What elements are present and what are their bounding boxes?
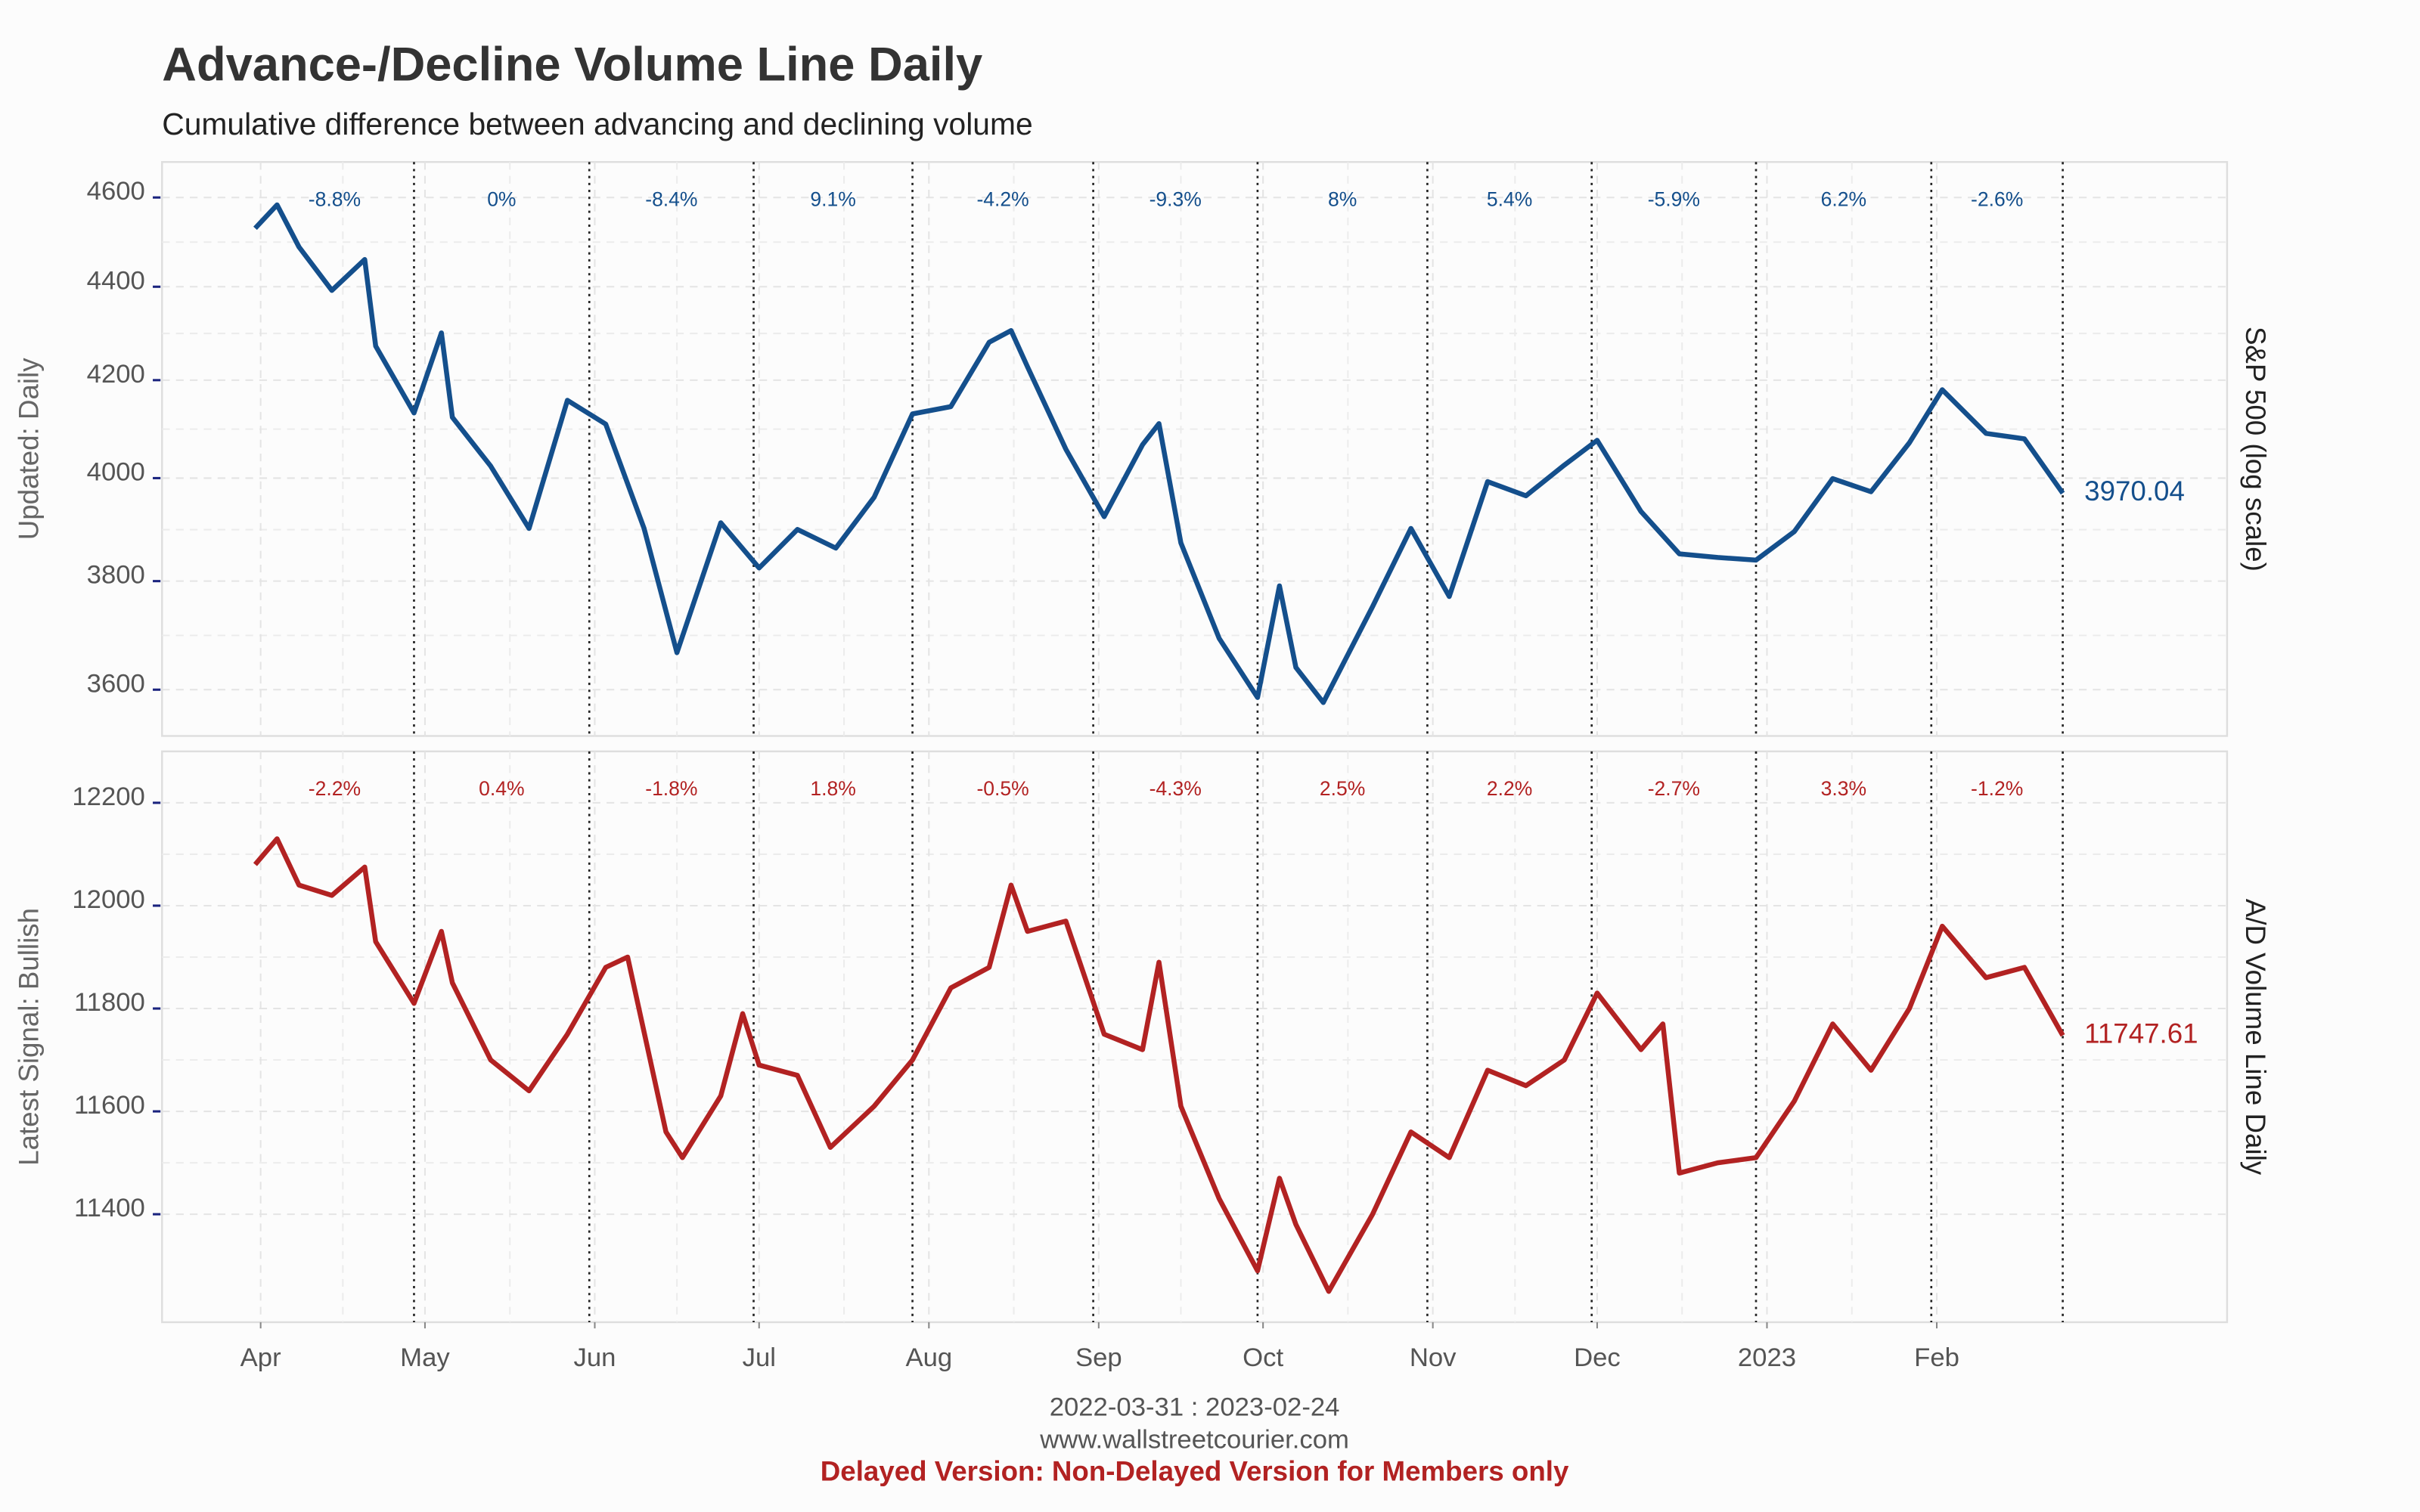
y-tick-label: 12200 — [72, 782, 144, 811]
y-tick-label: 4600 — [87, 177, 145, 206]
panel — [161, 161, 2229, 737]
period-change-label: -8.4% — [645, 187, 697, 210]
y2-axis-title: A/D Volume Line Daily — [2240, 899, 2271, 1176]
period-change-label: -1.2% — [1971, 777, 2023, 800]
y-axis-title: Updated: Daily — [14, 358, 45, 540]
y-tick-label: 12000 — [72, 885, 144, 914]
x-tick-label: Nov — [1410, 1343, 1457, 1372]
x-tick-label: Jun — [574, 1343, 616, 1372]
period-change-label: -2.7% — [1648, 777, 1700, 800]
period-change-label: -1.8% — [645, 777, 697, 800]
y-tick-label: 4400 — [87, 266, 145, 295]
y-axis-title: Latest Signal: Bullish — [14, 908, 45, 1166]
x-tick-label: Apr — [240, 1343, 281, 1372]
period-change-label: -9.3% — [1150, 187, 1202, 210]
last-value-label: 11747.61 — [2084, 1018, 2198, 1049]
period-change-label: 2.2% — [1487, 777, 1532, 800]
y2-axis-title: S&P 500 (log scale) — [2240, 327, 2271, 572]
period-change-label: -2.2% — [309, 777, 361, 800]
x-tick-label: Jul — [743, 1343, 776, 1372]
period-change-label: -2.6% — [1971, 187, 2023, 210]
notice: Delayed Version: Non-Delayed Version for… — [821, 1456, 1569, 1487]
period-change-label: 0% — [487, 187, 516, 210]
x-tick-label: 2023 — [1738, 1343, 1796, 1372]
series-line — [253, 202, 2065, 705]
x-tick-label: Feb — [1914, 1343, 1959, 1372]
period-change-label: -0.5% — [976, 777, 1028, 800]
period-change-label: 8% — [1328, 187, 1357, 210]
series-line — [253, 836, 2065, 1294]
site: www.wallstreetcourier.com — [1039, 1425, 1349, 1454]
y-tick-label: 3600 — [87, 669, 145, 698]
period-change-label: 9.1% — [810, 187, 855, 210]
y-tick-label: 11400 — [74, 1194, 145, 1222]
period-change-label: -4.3% — [1150, 777, 1202, 800]
date-range: 2022-03-31 : 2023-02-24 — [1050, 1393, 1340, 1421]
y-tick-label: 4000 — [87, 457, 145, 486]
period-change-label: 1.8% — [810, 777, 855, 800]
period-change-label: 0.4% — [479, 777, 524, 800]
y-tick-label: 3800 — [87, 561, 145, 590]
period-change-label: -8.8% — [309, 187, 361, 210]
y-tick-label: 4200 — [87, 360, 145, 389]
period-change-label: 6.2% — [1821, 187, 1866, 210]
period-change-label: 2.5% — [1320, 777, 1365, 800]
y-tick-label: 11800 — [74, 988, 145, 1017]
x-tick-label: Dec — [1574, 1343, 1621, 1372]
period-change-label: -4.2% — [976, 187, 1028, 210]
chart-title: Advance-/Decline Volume Line Daily — [162, 38, 982, 91]
x-tick-label: Aug — [905, 1343, 952, 1372]
chart-subtitle: Cumulative difference between advancing … — [162, 107, 1032, 141]
period-change-label: 5.4% — [1487, 187, 1532, 210]
x-tick-label: Oct — [1243, 1343, 1283, 1372]
period-change-label: -5.9% — [1648, 187, 1700, 210]
x-tick-label: May — [400, 1343, 450, 1372]
last-value-label: 3970.04 — [2084, 476, 2185, 507]
y-tick-label: 11600 — [74, 1091, 145, 1120]
panel — [161, 750, 2229, 1324]
period-change-label: 3.3% — [1821, 777, 1866, 800]
x-tick-label: Sep — [1075, 1343, 1122, 1372]
